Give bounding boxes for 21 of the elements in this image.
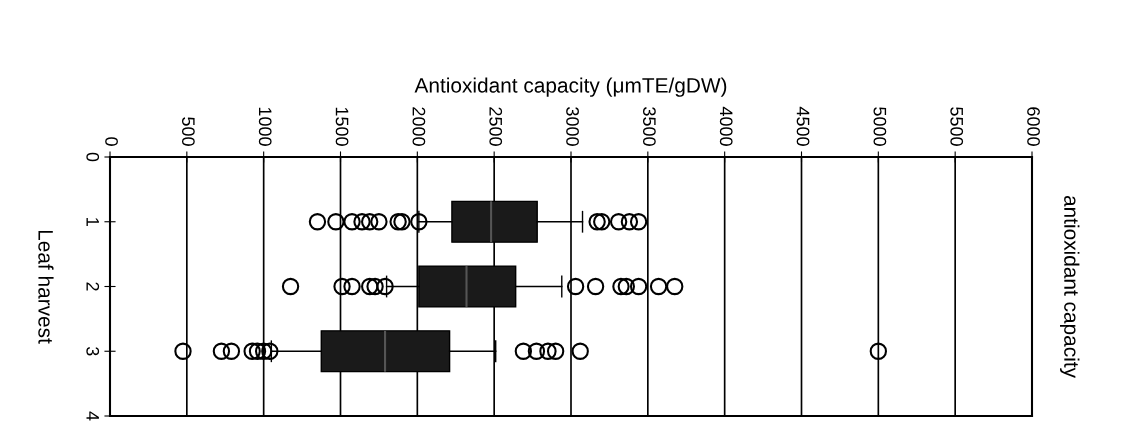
y-tick-label: 3	[86, 346, 100, 356]
x-tick-label: 5000	[873, 107, 887, 146]
x-tick-label: 1500	[335, 107, 349, 146]
x-axis-title: Antioxidant capacity (μmTE/gDW)	[414, 77, 727, 97]
x-tick-label: 4500	[796, 106, 810, 146]
x-tick-label: 6000	[1027, 107, 1040, 146]
y-tick-label: 2	[86, 282, 100, 291]
x-tick-label: 5500	[950, 107, 964, 146]
x-tick-label: 2000	[412, 107, 426, 146]
x-tick-label: 500	[181, 117, 195, 146]
x-tick-label: 0	[105, 137, 118, 146]
x-tick-label: 4000	[719, 106, 733, 146]
x-tick-label: 3500	[642, 107, 656, 146]
text: antioxidant capacity	[1060, 195, 1080, 378]
x-tick-label: 2500	[489, 107, 503, 146]
x-tick-label: 1000	[258, 107, 272, 146]
x-tick-label: 3000	[566, 107, 579, 146]
y-axis-title: Leaf harvest	[38, 230, 54, 344]
y-tick-label: 1	[86, 218, 99, 226]
y-tick-label: 0	[86, 152, 100, 162]
y-tick-label: 4	[86, 411, 99, 421]
